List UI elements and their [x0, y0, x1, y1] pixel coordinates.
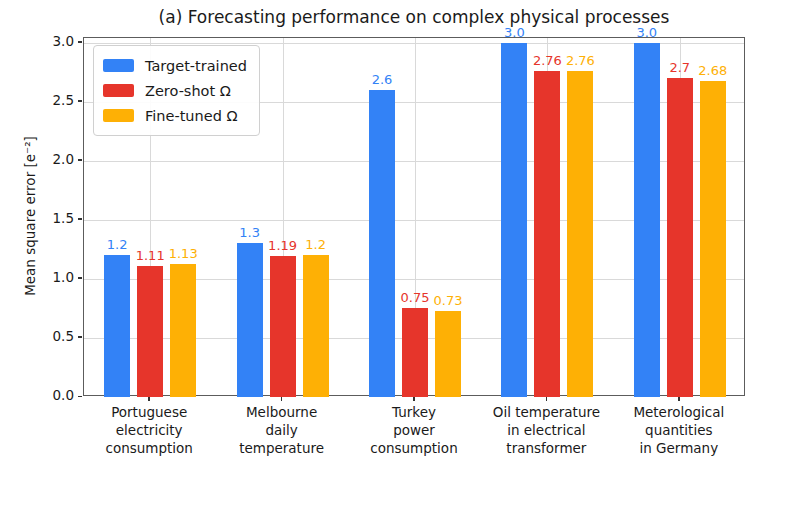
bar-value-label: 1.13: [161, 246, 205, 261]
bar: [270, 256, 296, 397]
y-tick-label: 1.5: [40, 210, 74, 226]
bar: [402, 308, 428, 397]
y-tick-mark: [78, 100, 82, 102]
y-tick-mark: [78, 159, 82, 161]
x-tick-mark: [546, 397, 548, 401]
legend-item: Zero-shot Ω: [103, 78, 247, 103]
legend-swatch: [103, 109, 134, 122]
x-tick-mark: [413, 397, 415, 401]
bar: [667, 78, 693, 397]
bar-value-label: 1.2: [294, 237, 338, 252]
legend-swatch: [103, 59, 134, 72]
bar: [534, 71, 560, 397]
y-tick-mark: [78, 396, 82, 398]
y-tick-mark: [78, 277, 82, 279]
y-tick-label: 2.5: [40, 92, 74, 108]
bar: [567, 71, 593, 397]
x-category-label: Meterological quantities in Germany: [599, 403, 759, 457]
x-tick-mark: [678, 397, 680, 401]
legend: Target-trained Zero-shot Ω Fine-tuned Ω: [93, 45, 260, 136]
bar-value-label: 2.76: [558, 53, 602, 68]
y-tick-label: 0.5: [40, 328, 74, 344]
y-tick-label: 1.0: [40, 269, 74, 285]
plot-area: 1.21.32.63.03.01.111.190.752.762.71.131.…: [83, 37, 745, 396]
bar: [369, 90, 395, 397]
bar-value-label: 2.6: [360, 72, 404, 87]
y-tick-mark: [78, 218, 82, 220]
y-axis-label: Mean square error [e⁻²]: [22, 136, 38, 296]
bar: [303, 255, 329, 397]
figure: (a) Forecasting performance on complex p…: [0, 0, 799, 508]
bar: [435, 311, 461, 397]
bar: [137, 266, 163, 397]
bar: [634, 43, 660, 397]
bar-value-label: 3.0: [492, 25, 536, 40]
legend-item-label: Zero-shot Ω: [145, 83, 231, 99]
legend-item-label: Fine-tuned Ω: [145, 108, 238, 124]
legend-item-label: Target-trained: [145, 58, 247, 74]
legend-swatch: [103, 84, 134, 97]
bar-value-label: 3.0: [625, 25, 669, 40]
bar-value-label: 2.68: [691, 63, 735, 78]
bar-value-label: 0.73: [426, 293, 470, 308]
bar: [170, 264, 196, 397]
y-tick-mark: [78, 41, 82, 43]
y-tick-label: 3.0: [40, 33, 74, 49]
x-tick-mark: [281, 397, 283, 401]
bar: [237, 243, 263, 397]
legend-item: Target-trained: [103, 53, 247, 78]
bar: [700, 81, 726, 397]
y-tick-label: 2.0: [40, 151, 74, 167]
x-tick-mark: [148, 397, 150, 401]
bar: [501, 43, 527, 397]
bar: [104, 255, 130, 397]
legend-item: Fine-tuned Ω: [103, 103, 247, 128]
y-tick-label: 0.0: [40, 387, 74, 403]
y-tick-mark: [78, 336, 82, 338]
